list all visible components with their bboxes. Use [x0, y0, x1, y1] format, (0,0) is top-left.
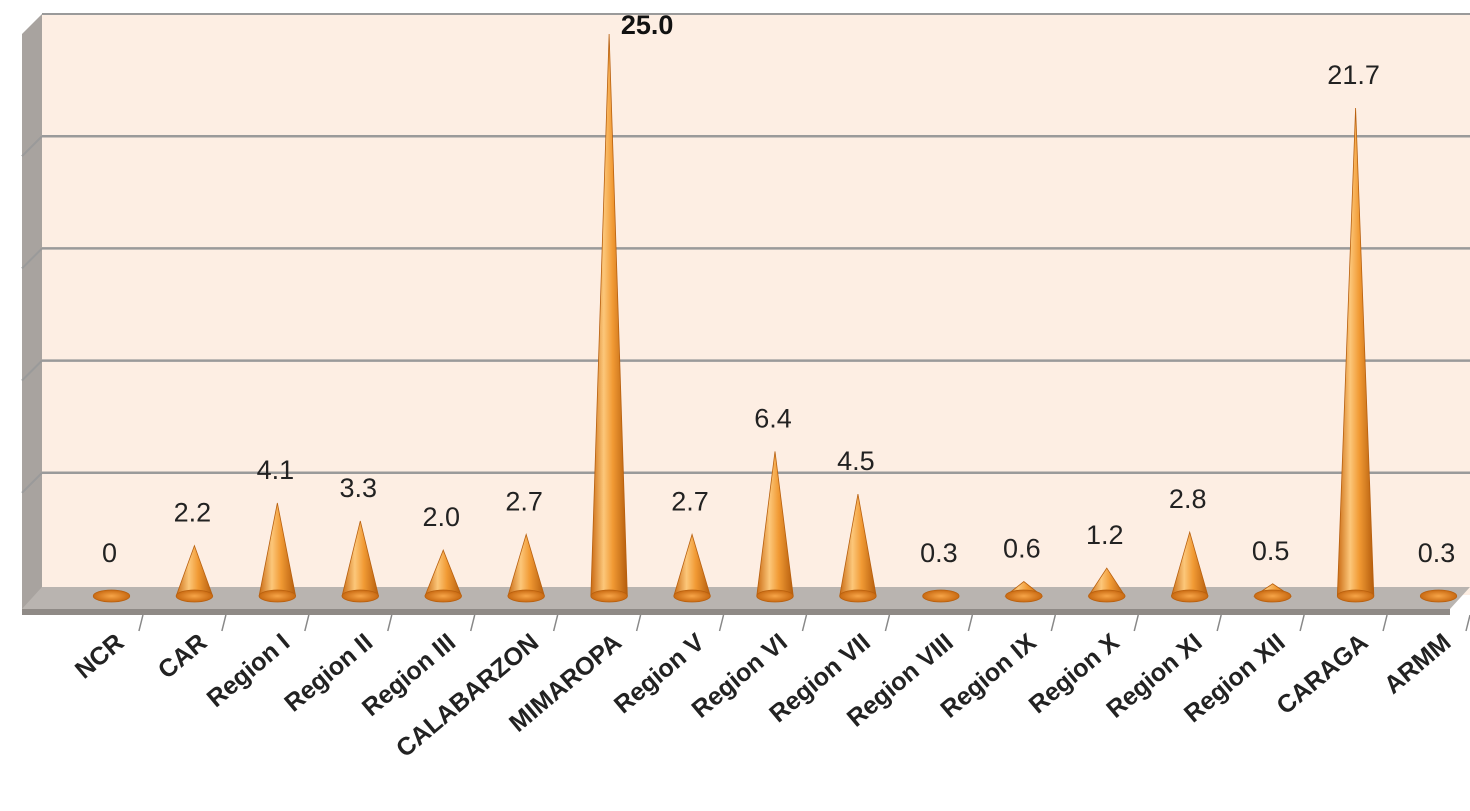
x-tick	[1465, 614, 1470, 632]
x-tick-label: CAR	[153, 628, 212, 684]
data-label: 0.6	[1003, 534, 1041, 564]
data-label: 3.3	[340, 473, 378, 503]
bar-base	[507, 589, 545, 603]
data-label: 21.7	[1327, 60, 1380, 90]
bar-base	[673, 589, 711, 603]
bar-base	[590, 589, 628, 603]
data-label: 2.8	[1169, 484, 1207, 514]
x-tick	[469, 614, 476, 632]
bar-base	[1419, 589, 1458, 603]
x-tick	[801, 614, 808, 632]
data-label: 1.2	[1086, 520, 1124, 550]
x-tick	[1382, 614, 1388, 632]
data-label: 2.0	[422, 502, 460, 532]
gridlines	[21, 134, 1470, 494]
bar-base	[1171, 589, 1209, 603]
x-tick	[635, 614, 642, 632]
data-label: 0.5	[1252, 536, 1290, 566]
x-tick-label: CALABARZON	[391, 628, 544, 763]
bar-base	[922, 589, 960, 603]
bar-region-xi	[1170, 530, 1209, 603]
bar-region-x	[1087, 567, 1126, 603]
bar-armm	[1419, 589, 1458, 603]
data-label: 2.2	[174, 498, 212, 528]
bar-base	[1088, 589, 1126, 603]
x-tick-label: Region I	[202, 628, 296, 713]
bar-base	[92, 589, 131, 603]
bar-base	[1254, 589, 1292, 603]
x-tick	[967, 614, 974, 632]
data-label: 25.0	[621, 10, 674, 40]
data-label: 2.7	[671, 486, 709, 516]
x-tick	[1050, 614, 1057, 632]
bar-calabarzon	[507, 533, 545, 603]
gridline-side	[21, 135, 43, 157]
x-tick	[387, 614, 393, 632]
data-label: 4.5	[837, 446, 875, 476]
x-tick	[138, 614, 144, 632]
bar-base	[424, 589, 462, 603]
gridline-side	[21, 247, 43, 270]
data-label: 4.1	[257, 455, 295, 485]
bar-base	[1336, 589, 1375, 603]
bar-base	[341, 589, 379, 603]
bar-car	[175, 544, 214, 603]
x-tick	[718, 614, 725, 632]
x-tick-label: NCR	[70, 628, 129, 684]
bar-region-iii	[424, 549, 463, 603]
data-label: 6.4	[754, 403, 792, 433]
floor-top	[22, 587, 1470, 609]
bar-region-xii	[1253, 583, 1293, 603]
bar-base	[756, 589, 794, 603]
chart-floor	[22, 587, 1470, 615]
plot-area	[22, 13, 1470, 615]
floor-edge	[22, 609, 1450, 615]
gridline-side	[21, 359, 43, 382]
bars	[92, 33, 1458, 603]
bar-region-ii	[341, 520, 380, 603]
x-tick	[221, 614, 227, 632]
bar-base	[839, 589, 877, 603]
side-wall	[22, 14, 42, 615]
x-tick	[884, 614, 891, 632]
data-label: 0.3	[920, 538, 958, 568]
bar-region-i	[258, 502, 297, 603]
x-tick	[1299, 614, 1305, 632]
bar-region-viii	[922, 589, 960, 603]
x-tick	[552, 614, 559, 632]
plot-background	[42, 14, 1470, 595]
value-labels: 0 2.2 4.1 3.3 2.0 2.7 25.0 2.7 6.4 4.5 0.3 0.6 1.2 2.…	[102, 10, 1455, 568]
x-tick	[1133, 614, 1139, 632]
gridline-side	[21, 472, 43, 494]
bar-base	[175, 589, 214, 603]
bar-mimaropa	[590, 33, 628, 603]
bar-region-ix	[1004, 581, 1044, 603]
x-tick	[304, 614, 310, 632]
x-tick-label: CARAGA	[1271, 628, 1373, 720]
bar-base	[258, 589, 296, 603]
x-tick-label: ARMM	[1379, 628, 1457, 699]
x-tick	[1216, 614, 1222, 632]
bar-region-vii	[839, 493, 877, 603]
bar-caraga	[1336, 108, 1375, 603]
data-label: 0	[102, 538, 117, 568]
bar-region-v	[673, 533, 711, 603]
data-label: 2.7	[505, 486, 543, 516]
bar-ncr	[92, 589, 131, 603]
bar-base	[1005, 589, 1043, 603]
bar-region-vi	[756, 451, 794, 603]
data-label: 0.3	[1418, 538, 1456, 568]
